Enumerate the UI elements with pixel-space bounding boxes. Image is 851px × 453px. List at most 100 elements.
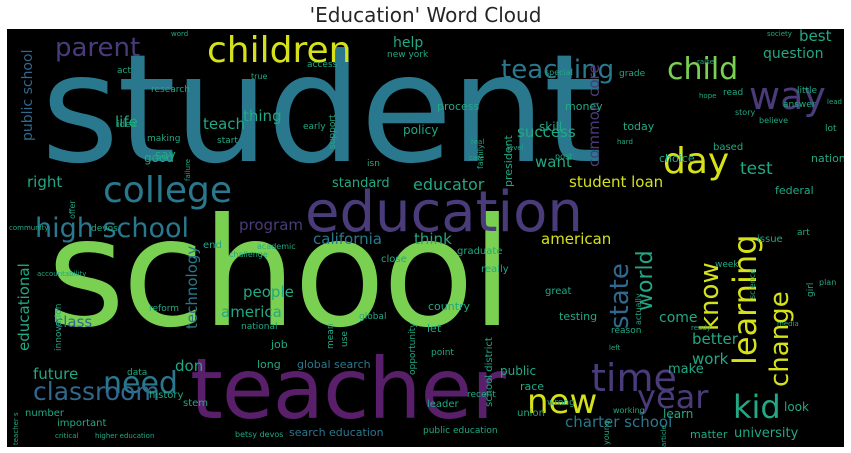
- chart-title: 'Education' Word Cloud: [309, 3, 542, 27]
- word-betsy-devos: betsy devos: [235, 430, 284, 439]
- word-idea: idea: [117, 120, 137, 130]
- word-grade: grade: [619, 69, 646, 79]
- word-girl: girl: [806, 282, 816, 297]
- word-know: know: [695, 262, 725, 331]
- word-work: work: [692, 350, 729, 368]
- word-choice: choice: [659, 152, 695, 165]
- word-technology: technology: [183, 245, 201, 329]
- word-little: little: [797, 86, 818, 96]
- word-make: make: [668, 362, 704, 377]
- word-process: process: [437, 100, 480, 113]
- word-point: point: [431, 348, 454, 358]
- word-school-district: school district: [484, 337, 495, 407]
- word-country: country: [428, 300, 471, 313]
- word-community: community: [9, 224, 49, 232]
- word-data: data: [127, 368, 148, 378]
- word-education: education: [305, 180, 583, 245]
- word-stem: stem: [183, 398, 209, 409]
- word-way: way: [749, 74, 826, 118]
- word-come: come: [659, 310, 698, 326]
- word-time: time: [591, 356, 677, 400]
- word-year: year: [637, 378, 709, 416]
- word-read: read: [723, 88, 744, 98]
- word-child: child: [667, 52, 739, 87]
- word-teacher: teacher: [190, 340, 506, 438]
- word-federal: federal: [775, 184, 814, 197]
- word-number: number: [25, 408, 65, 419]
- word-true: true: [251, 72, 268, 81]
- word-today: today: [623, 120, 655, 133]
- word-care: care: [469, 154, 485, 162]
- word-class: class: [55, 313, 93, 331]
- word-cloud-canvas: student school teacher education childre…: [7, 29, 844, 447]
- word-start: start: [217, 136, 238, 146]
- word-important: important: [57, 418, 107, 429]
- word-president: president: [502, 135, 515, 187]
- word-higher-education: higher education: [95, 432, 155, 440]
- word-critical: critical: [55, 432, 79, 440]
- word-hope: hope: [699, 92, 717, 100]
- word-failure: failure: [184, 158, 192, 181]
- word-society: society: [767, 30, 792, 38]
- word-thing: thing: [243, 107, 282, 125]
- word-say: say: [155, 148, 176, 162]
- word-support: support: [328, 114, 338, 149]
- word-common-core: common core: [585, 64, 603, 167]
- word-close: close: [381, 254, 407, 265]
- word-word: word: [171, 30, 189, 38]
- word-answer: answer: [783, 100, 816, 110]
- word-job: job: [271, 338, 288, 351]
- word-actually: actually: [634, 293, 643, 325]
- word-union: union: [517, 408, 545, 419]
- word-day: day: [663, 141, 730, 182]
- word-accountability: accountability: [37, 270, 87, 278]
- word-reform: reform: [149, 304, 180, 314]
- word-research: research: [151, 85, 190, 95]
- word-graduate: graduate: [457, 246, 503, 257]
- word-lot: lot: [825, 124, 837, 134]
- word-success: success: [517, 123, 576, 141]
- word-real: real: [471, 138, 485, 146]
- word-people: people: [243, 283, 294, 301]
- word-art: art: [797, 228, 810, 238]
- word-believe: believe: [759, 116, 789, 125]
- word-reason: reason: [611, 326, 642, 336]
- word-mean: mean: [326, 323, 336, 349]
- word-student: student: [41, 29, 602, 197]
- word-leader: leader: [427, 399, 459, 410]
- word-story: story: [735, 108, 756, 117]
- word-good: good: [144, 151, 174, 165]
- word-don: don: [175, 357, 204, 375]
- word-want: want: [535, 153, 572, 171]
- word-academic: academic: [257, 242, 296, 251]
- word-public-school: public school: [20, 49, 36, 141]
- word-life: life: [115, 113, 138, 131]
- word-really: really: [481, 264, 509, 275]
- word-american: american: [541, 230, 612, 248]
- word-public: public: [500, 364, 537, 378]
- word-college: college: [103, 170, 232, 211]
- word-ready: ready: [691, 324, 711, 332]
- word-public-education: public education: [423, 426, 498, 436]
- word-change: change: [765, 291, 795, 387]
- word-opportunity: opportunity: [408, 322, 418, 375]
- word-post: post: [555, 152, 573, 161]
- word-let: let: [427, 322, 442, 335]
- word-innovation: innovation: [54, 303, 64, 352]
- word-classroom: classroom: [33, 377, 160, 406]
- word-long: long: [257, 358, 281, 371]
- word-best: best: [799, 29, 832, 45]
- word-new: new: [527, 382, 598, 422]
- word-science: science: [748, 268, 757, 299]
- word-america: america: [221, 303, 282, 321]
- word-need: need: [103, 366, 178, 401]
- word-global: global: [359, 312, 387, 322]
- word-test: test: [740, 159, 773, 179]
- word-challenge: challenge: [229, 250, 268, 259]
- word-family: family: [476, 144, 485, 169]
- word-standard: standard: [332, 176, 390, 191]
- word-issue: issue: [757, 234, 783, 245]
- word-student-loan: student loan: [569, 173, 664, 191]
- word-right: right: [27, 173, 63, 191]
- word-help: help: [393, 35, 424, 51]
